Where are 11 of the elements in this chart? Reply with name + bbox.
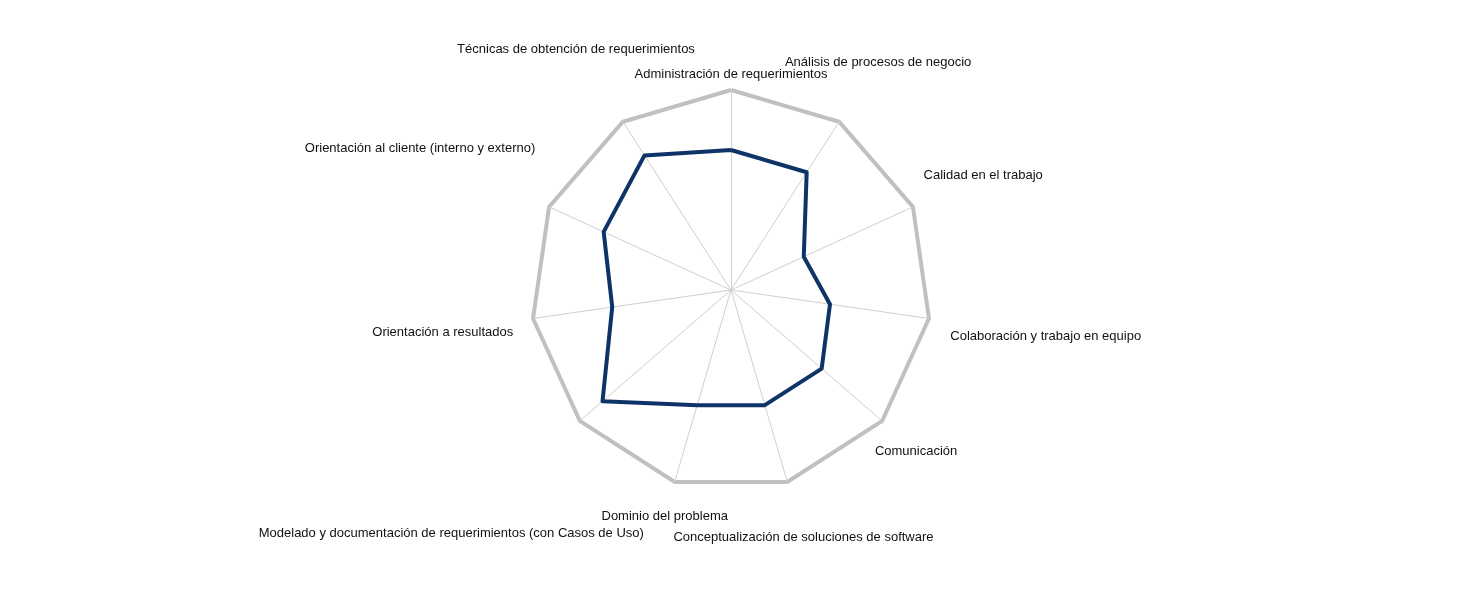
spoke-label: Modelado y documentación de requerimientos (con Casos de Uso)	[258, 524, 644, 540]
spoke-label: Orientación al cliente (interno y externo)	[304, 140, 536, 156]
spoke-label: Calidad en el trabajo	[923, 167, 1043, 183]
spoke-label: Técnicas de obtención de requerimientos	[457, 41, 696, 57]
spoke-label: Análisis de procesos de negocio	[784, 53, 972, 69]
spoke-label: Administración de requerimientos	[634, 66, 828, 81]
spoke-label: Colaboración y trabajo en equipo	[950, 327, 1142, 343]
spoke-label: Orientación a resultados	[372, 323, 514, 339]
spoke-label: Conceptualización de soluciones de software	[673, 529, 934, 545]
spoke-label: Comunicación	[874, 442, 958, 458]
spoke-label: Dominio del problema	[601, 508, 729, 524]
